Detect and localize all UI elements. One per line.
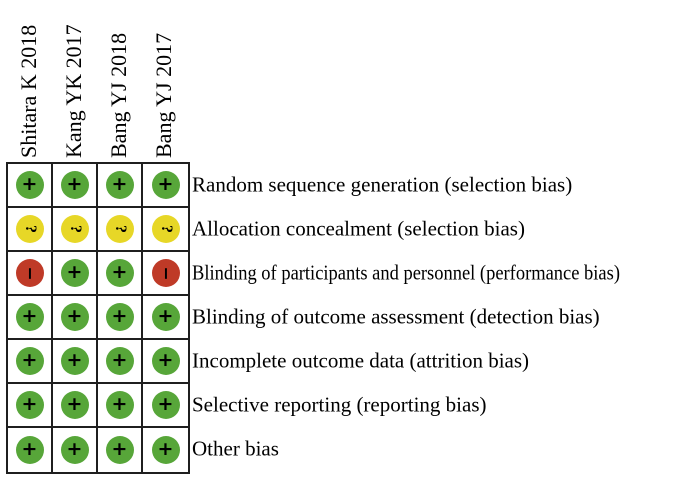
judgement-symbol: +	[157, 305, 174, 327]
study-header-3: Bang YJ 2018	[106, 32, 131, 158]
rob-cell-r5c3: +	[98, 340, 143, 384]
judgement-low-risk-icon: +	[15, 347, 44, 375]
judgement-low-risk-icon: +	[105, 171, 134, 199]
rob-cell-r4c2: +	[53, 296, 98, 340]
judgement-symbol: +	[66, 173, 83, 195]
judgement-symbol: +	[111, 438, 128, 460]
domain-label-random-sequence: Random sequence generation (selection bi…	[192, 172, 573, 197]
judgement-low-risk-icon: +	[105, 436, 134, 464]
judgement-unclear-risk-icon: ?	[151, 215, 180, 243]
judgement-symbol: +	[111, 393, 128, 415]
rob-cell-r4c4: +	[143, 296, 188, 340]
rob-cell-r7c1: +	[8, 428, 53, 472]
judgement-low-risk-icon: +	[151, 436, 180, 464]
judgement-low-risk-icon: +	[15, 436, 44, 464]
judgement-low-risk-icon: +	[60, 436, 89, 464]
judgement-low-risk-icon: +	[15, 303, 44, 331]
judgement-symbol: +	[21, 349, 38, 371]
judgement-symbol: +	[21, 438, 38, 460]
domain-label-selective-reporting: Selective reporting (reporting bias)	[192, 392, 487, 417]
judgement-symbol: +	[66, 438, 83, 460]
rob-cell-r1c2: +	[53, 164, 98, 208]
rob-cell-r1c3: +	[98, 164, 143, 208]
judgement-symbol: ?	[157, 225, 175, 233]
judgement-symbol: ?	[111, 225, 129, 233]
judgement-symbol: +	[66, 393, 83, 415]
rob-cell-r3c4: −	[143, 252, 188, 296]
rob-cell-r5c1: +	[8, 340, 53, 384]
rob-cell-r2c2: ?	[53, 208, 98, 252]
judgement-symbol: +	[111, 173, 128, 195]
judgement-low-risk-icon: +	[15, 391, 44, 419]
rob-cell-r3c3: +	[98, 252, 143, 296]
rob-cell-r7c3: +	[98, 428, 143, 472]
judgement-symbol: +	[21, 393, 38, 415]
judgement-symbol: −	[20, 265, 40, 281]
domain-label-allocation-concealment: Allocation concealment (selection bias)	[192, 216, 525, 241]
rob-cell-r6c4: +	[143, 384, 188, 428]
rob-cell-r1c1: +	[8, 164, 53, 208]
judgement-symbol: +	[157, 393, 174, 415]
judgement-symbol: +	[157, 438, 174, 460]
judgement-high-risk-icon: −	[15, 259, 44, 287]
judgement-low-risk-icon: +	[60, 391, 89, 419]
rob-cell-r2c4: ?	[143, 208, 188, 252]
rob-cell-r2c1: ?	[8, 208, 53, 252]
judgement-low-risk-icon: +	[60, 347, 89, 375]
domain-label-incomplete-outcome: Incomplete outcome data (attrition bias)	[192, 348, 530, 373]
domain-label-blinding-outcome: Blinding of outcome assessment (detectio…	[192, 304, 600, 329]
study-header-1: Shitara K 2018	[16, 24, 41, 158]
judgement-symbol: −	[156, 265, 176, 281]
judgement-low-risk-icon: +	[151, 347, 180, 375]
judgement-symbol: +	[111, 349, 128, 371]
judgement-low-risk-icon: +	[151, 391, 180, 419]
rob-cell-r6c1: +	[8, 384, 53, 428]
judgement-unclear-risk-icon: ?	[60, 215, 89, 243]
rob-cell-r2c3: ?	[98, 208, 143, 252]
rob-cell-r3c2: +	[53, 252, 98, 296]
judgement-symbol: +	[157, 349, 174, 371]
domain-label-blinding-participants: Blinding of participants and personnel (…	[192, 260, 620, 285]
rob-cell-r7c4: +	[143, 428, 188, 472]
judgement-low-risk-icon: +	[151, 171, 180, 199]
judgement-symbol: ?	[66, 225, 84, 233]
rob-cell-r5c4: +	[143, 340, 188, 384]
judgement-symbol: ?	[21, 225, 39, 233]
rob-cell-r4c3: +	[98, 296, 143, 340]
judgement-symbol: +	[21, 173, 38, 195]
judgement-symbol: +	[21, 305, 38, 327]
rob-cell-r5c2: +	[53, 340, 98, 384]
judgement-symbol: +	[157, 173, 174, 195]
judgement-low-risk-icon: +	[151, 303, 180, 331]
judgement-low-risk-icon: +	[15, 171, 44, 199]
judgement-symbol: +	[111, 305, 128, 327]
rob-cell-r6c2: +	[53, 384, 98, 428]
study-header-2: Kang YK 2017	[61, 24, 86, 158]
rob-cell-r4c1: +	[8, 296, 53, 340]
judgement-unclear-risk-icon: ?	[105, 215, 134, 243]
rob-cell-r7c2: +	[53, 428, 98, 472]
judgement-low-risk-icon: +	[60, 303, 89, 331]
rob-judgement-grid: + + + +???? − + + − + + + + + + + + + + + + + + + +	[6, 162, 190, 474]
judgement-low-risk-icon: +	[105, 347, 134, 375]
judgement-high-risk-icon: −	[151, 259, 180, 287]
judgement-unclear-risk-icon: ?	[15, 215, 44, 243]
judgement-low-risk-icon: +	[105, 303, 134, 331]
judgement-symbol: +	[111, 261, 128, 283]
judgement-symbol: +	[66, 261, 83, 283]
judgement-symbol: +	[66, 349, 83, 371]
study-header-4: Bang YJ 2017	[151, 32, 176, 158]
rob-cell-r6c3: +	[98, 384, 143, 428]
judgement-symbol: +	[66, 305, 83, 327]
rob-cell-r1c4: +	[143, 164, 188, 208]
rob-cell-r3c1: −	[8, 252, 53, 296]
judgement-low-risk-icon: +	[60, 259, 89, 287]
judgement-low-risk-icon: +	[105, 391, 134, 419]
judgement-low-risk-icon: +	[105, 259, 134, 287]
judgement-low-risk-icon: +	[60, 171, 89, 199]
domain-label-other-bias: Other bias	[192, 436, 279, 461]
